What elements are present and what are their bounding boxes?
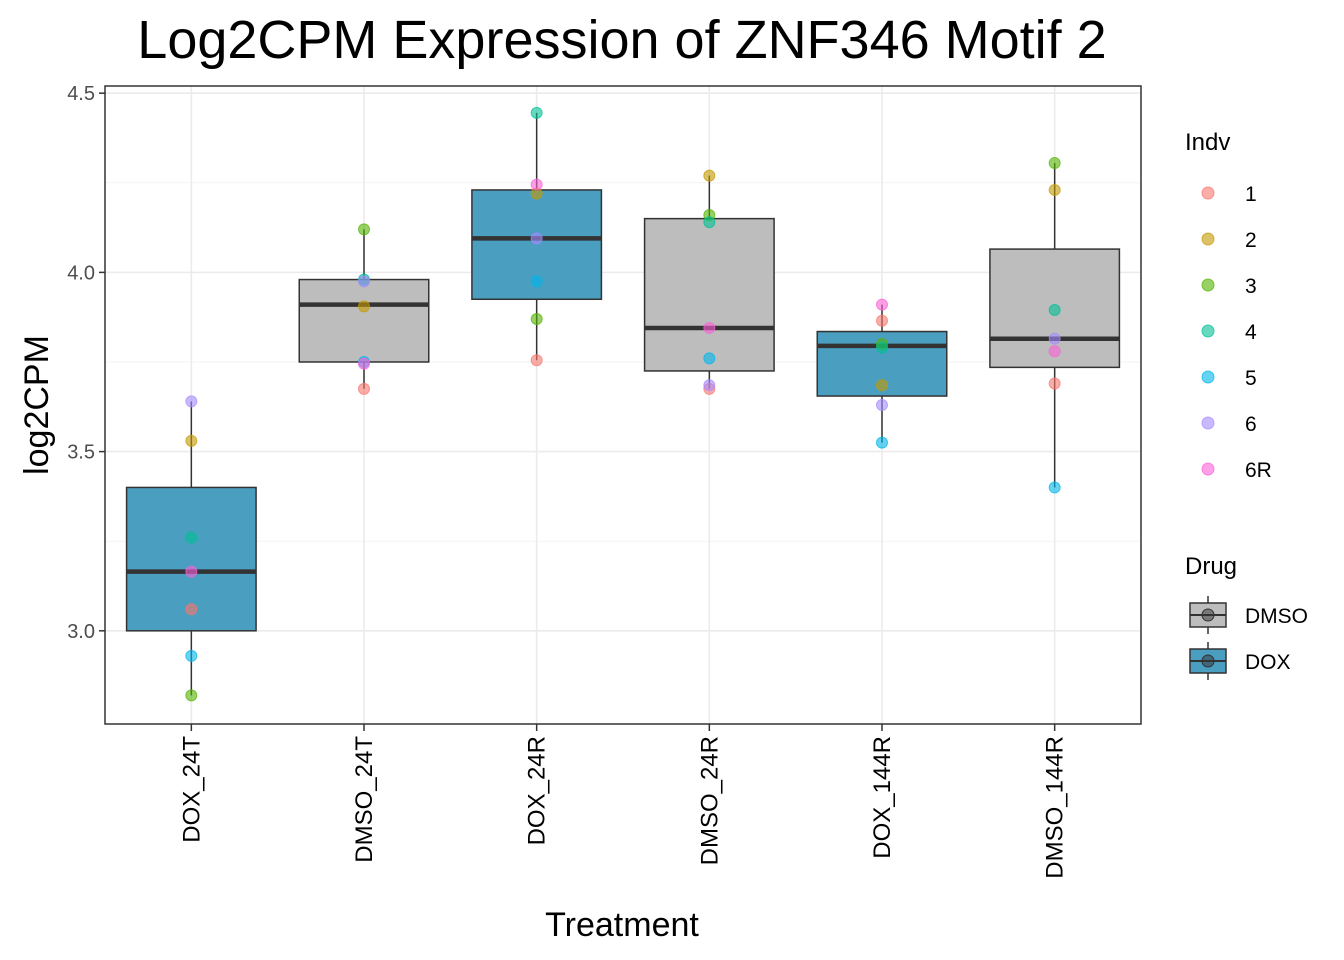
data-point-indv-6 [358,275,370,288]
legend-indv-key [1201,278,1215,292]
data-point-indv-5 [530,275,543,288]
box-DMSO_24T [298,278,430,363]
x-axis: DOX_24T DMSO_24T DOX_24R DMSO_24R DOX_144R DM… [178,724,1069,879]
legend-indv-label: 6R [1245,459,1272,482]
legend-indv-label: 3 [1245,275,1257,298]
data-point-indv-5 [185,649,198,662]
point-series [185,106,1061,702]
data-point-indv-1 [185,603,198,616]
data-point-indv-6 [185,395,198,408]
chart-title: Log2CPM Expression of ZNF346 Motif 2 [137,10,1106,70]
x-tick-label: DMSO_24T [351,736,378,863]
gridlines [105,86,1141,724]
y-axis: 3.0 3.5 4.0 4.5 [67,83,105,643]
legend-indv-label: 1 [1245,183,1257,206]
x-axis-title: Treatment [545,906,699,944]
legend-indv-label: 5 [1245,367,1257,390]
data-point-indv-5 [876,436,888,449]
data-point-indv-1 [530,354,543,367]
x-tick-label: DOX_144R [869,736,896,859]
data-point-indv-2 [1048,183,1061,196]
data-point-indv-6 [530,232,543,245]
data-point-indv-1 [358,382,370,395]
legend-drug-point [1201,608,1215,622]
x-tick-label: DOX_24T [178,736,205,843]
data-point-indv-6R [703,321,716,334]
data-point-indv-4 [1048,304,1061,317]
x-tick-label: DOX_24R [524,736,551,845]
legend-indv-key [1201,186,1215,200]
y-tick-label: 4.0 [67,262,95,284]
data-point-indv-6R [358,357,370,370]
box-series [125,112,1121,696]
data-point-indv-4 [530,106,543,119]
legend-drug-label: DMSO [1245,605,1308,628]
legend-indv-key [1201,370,1215,384]
data-point-indv-4 [876,341,888,354]
data-point-indv-3 [185,689,198,702]
data-point-indv-6R [530,178,543,191]
data-point-indv-1 [1048,377,1061,390]
legend-drug-title: Drug [1185,553,1237,580]
data-point-indv-1 [876,314,888,327]
y-tick-label: 3.5 [67,442,95,464]
y-axis-title: log2CPM [18,335,56,475]
legend-drug-label: DOX [1245,651,1291,674]
box-DMSO_24R [643,217,775,372]
x-tick-label: DMSO_24R [696,736,723,865]
data-point-indv-4 [185,531,198,544]
data-point-indv-4 [703,216,716,229]
data-point-indv-3 [358,223,370,236]
data-point-indv-5 [1048,481,1061,494]
legend-indv-key [1201,462,1215,476]
data-point-indv-6 [876,399,888,411]
data-point-indv-3 [1048,157,1061,170]
data-point-indv-6R [876,298,888,311]
data-point-indv-6 [703,379,716,392]
data-point-indv-2 [703,169,716,182]
y-tick-label: 4.5 [67,83,95,105]
legend-indv-key [1201,416,1215,430]
legend-indv-title: Indv [1185,129,1230,156]
legend-indv-key [1201,232,1215,246]
legend-indv-label: 6 [1245,413,1257,436]
legend-drug: Drug DMSO DOX [1185,553,1308,680]
legend-indv-key [1201,324,1215,338]
data-point-indv-2 [185,434,198,447]
x-tick-label: DMSO_144R [1042,736,1069,879]
data-point-indv-2 [358,300,370,313]
legend-drug-point [1201,654,1215,668]
legend-indv: Indv 1 2 3 4 5 6 6R [1185,129,1272,482]
data-point-indv-6R [1048,345,1061,358]
data-point-indv-6R [185,565,198,578]
plot-panel-border [104,85,1142,725]
legend-indv-label: 2 [1245,229,1257,252]
data-point-indv-5 [703,352,716,365]
y-tick-label: 3.0 [67,621,95,643]
legend-indv-label: 4 [1245,321,1257,344]
data-point-indv-2 [876,379,888,392]
data-point-indv-6 [1048,332,1061,345]
data-point-indv-3 [530,312,543,325]
